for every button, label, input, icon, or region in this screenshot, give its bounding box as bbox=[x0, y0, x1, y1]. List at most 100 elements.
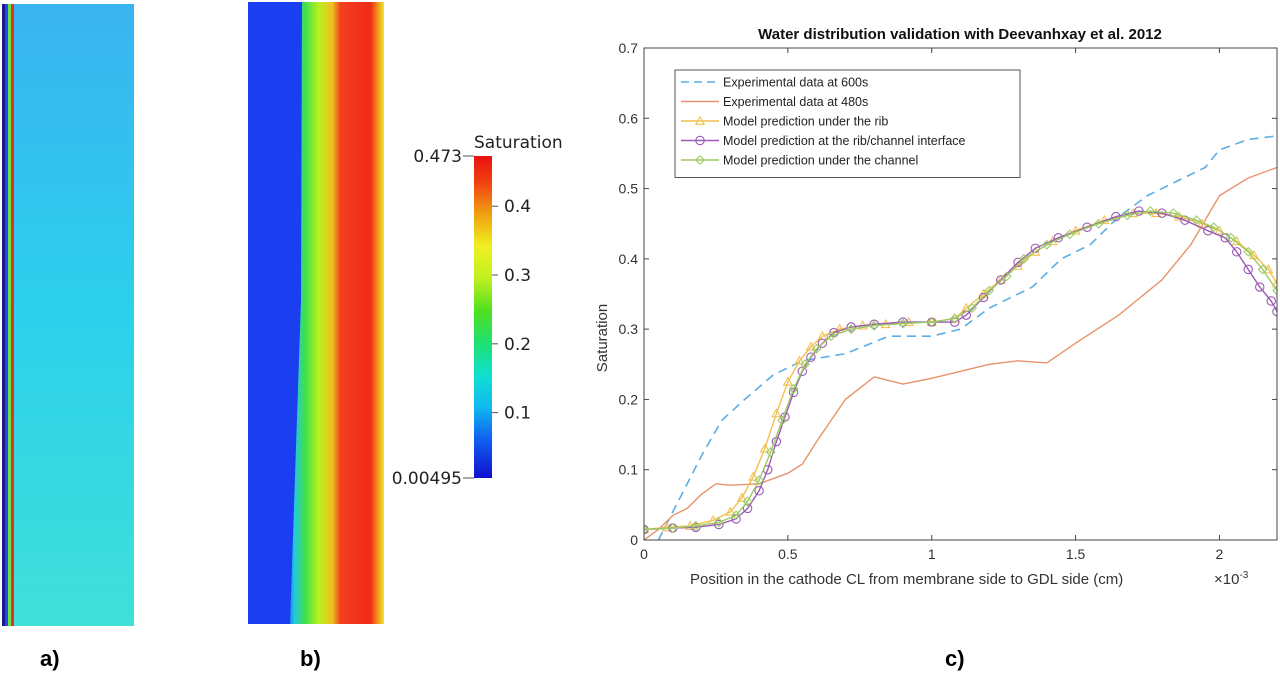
series-experimental-data-at-600s bbox=[657, 135, 1277, 540]
x-tick-label: 0 bbox=[640, 546, 648, 562]
data-point-circle bbox=[1082, 222, 1092, 232]
data-point-circle bbox=[978, 292, 989, 303]
data-point-diamond bbox=[826, 331, 837, 342]
legend-marker-circle bbox=[695, 135, 705, 146]
data-point-triangle bbox=[1214, 225, 1225, 235]
colorbar-tick-label: 0.1 bbox=[504, 404, 531, 424]
panel-c-label: c) bbox=[945, 646, 965, 671]
legend-label: Model prediction under the channel bbox=[723, 154, 918, 168]
data-point-diamond bbox=[1145, 206, 1156, 217]
data-point-diamond bbox=[788, 383, 799, 394]
legend-marker-triangle bbox=[694, 115, 706, 125]
data-point-triangle bbox=[1030, 246, 1041, 256]
data-point-circle bbox=[1013, 257, 1023, 268]
data-point-diamond bbox=[777, 415, 788, 426]
panel-a-edge-stripe-blue bbox=[5, 4, 8, 626]
data-point-circle bbox=[898, 317, 908, 327]
data-point-diamond bbox=[667, 523, 678, 534]
x-tick-label: 2 bbox=[1216, 546, 1224, 562]
data-point-diamond bbox=[1191, 215, 1202, 226]
colorbar: Saturation 0.00495 0.473 0.00495 0.10.20… bbox=[392, 133, 563, 489]
data-point-diamond bbox=[949, 313, 960, 324]
series-model-prediction-under-the-channel bbox=[644, 206, 1277, 535]
data-point-circle bbox=[1254, 282, 1265, 292]
data-point-circle bbox=[714, 519, 724, 530]
colorbar-max-value: 0.473 bbox=[413, 147, 462, 167]
panel-a-edge-stripe-red bbox=[11, 4, 14, 626]
y-tick-label: 0.6 bbox=[619, 110, 639, 126]
x-tick-label: 0.5 bbox=[778, 546, 798, 562]
data-point-circle bbox=[691, 522, 701, 533]
data-point-triangle bbox=[805, 341, 817, 351]
panel-b: b) bbox=[248, 2, 384, 671]
data-point-diamond bbox=[1122, 210, 1133, 221]
series-line bbox=[644, 210, 1277, 531]
data-point-diamond bbox=[926, 317, 937, 328]
data-point-diamond bbox=[765, 447, 776, 458]
legend-entry: Experimental data at 480s bbox=[681, 95, 868, 109]
data-point-triangle bbox=[748, 471, 759, 481]
y-tick-label: 0.2 bbox=[619, 391, 639, 407]
data-point-diamond bbox=[1041, 239, 1052, 250]
panel-b-label: b) bbox=[300, 646, 321, 671]
colorbar-tick-label: 0.2 bbox=[504, 335, 531, 355]
data-point-diamond bbox=[1018, 253, 1029, 264]
legend-label: Model prediction under the rib bbox=[723, 115, 888, 129]
data-point-triangle bbox=[736, 492, 747, 502]
chart-title: Water distribution validation with Deeva… bbox=[758, 26, 1162, 43]
legend-marker-diamond bbox=[695, 155, 705, 165]
legend-label: Experimental data at 480s bbox=[723, 95, 868, 109]
legend-entry: Model prediction under the channel bbox=[681, 154, 918, 168]
data-point-diamond bbox=[1225, 232, 1236, 243]
data-point-triangle bbox=[771, 408, 782, 418]
data-point-diamond bbox=[967, 303, 977, 314]
colorbar-min-value: 0.00495 bbox=[392, 469, 462, 489]
series-line bbox=[644, 210, 1277, 531]
panel-a-edge-stripe-dark bbox=[2, 4, 5, 626]
data-point-diamond bbox=[1208, 222, 1219, 233]
panel-b-blue-front bbox=[248, 2, 302, 624]
data-point-circle bbox=[1111, 211, 1121, 222]
data-point-diamond bbox=[846, 324, 857, 335]
data-point-diamond bbox=[754, 475, 765, 486]
y-tick-label: 0.3 bbox=[619, 321, 639, 337]
data-point-circle bbox=[869, 319, 879, 329]
panel-a: a) bbox=[2, 4, 134, 671]
data-point-diamond bbox=[644, 524, 649, 535]
data-point-circle bbox=[754, 486, 764, 496]
data-point-circle bbox=[1203, 225, 1213, 236]
x-axis-exponent: ×10-3 bbox=[1214, 570, 1249, 588]
y-tick-label: 0 bbox=[630, 532, 638, 548]
legend: Experimental data at 600s Experimental da… bbox=[674, 69, 1021, 178]
data-point-diamond bbox=[1272, 285, 1277, 296]
data-point-triangle bbox=[794, 355, 805, 365]
legend-entry: Experimental data at 600s bbox=[681, 76, 868, 90]
data-point-diamond bbox=[897, 318, 908, 329]
panel-a-label: a) bbox=[40, 646, 60, 671]
data-point-diamond bbox=[690, 520, 701, 531]
data-point-circle bbox=[996, 275, 1006, 285]
legend-entry: Model prediction at the rib/channel inte… bbox=[681, 134, 966, 148]
x-axis-exponent-power: -3 bbox=[1239, 570, 1248, 581]
x-tick-label: 1 bbox=[928, 546, 936, 562]
y-tick-label: 0.1 bbox=[619, 462, 639, 478]
data-point-diamond bbox=[800, 359, 811, 370]
legend-label: Experimental data at 600s bbox=[723, 76, 868, 90]
data-point-diamond bbox=[1064, 229, 1075, 240]
y-axis-label: Saturation bbox=[594, 304, 611, 372]
data-point-triangle bbox=[759, 443, 770, 453]
legend-box bbox=[674, 69, 1021, 178]
data-point-diamond bbox=[742, 496, 753, 507]
data-point-triangle bbox=[725, 506, 736, 516]
colorbar-ramp bbox=[474, 156, 492, 478]
data-point-diamond bbox=[811, 343, 822, 354]
data-point-circle bbox=[1134, 206, 1144, 216]
legend-label: Model prediction at the rib/channel inte… bbox=[723, 134, 966, 148]
series-layer bbox=[644, 135, 1277, 540]
colorbar-ticks: 0.1 0.2 0.3 0.4 bbox=[492, 197, 531, 424]
x-axis-label: Position in the cathode CL from membrane… bbox=[690, 571, 1123, 588]
axes-ticks: 0 0.5 1 1.5 2 0 0.1 0.2 0.3 0.4 0.5 0.6 0.7 bbox=[619, 40, 1277, 562]
data-point-diamond bbox=[731, 510, 742, 521]
data-point-circle bbox=[1272, 306, 1277, 317]
